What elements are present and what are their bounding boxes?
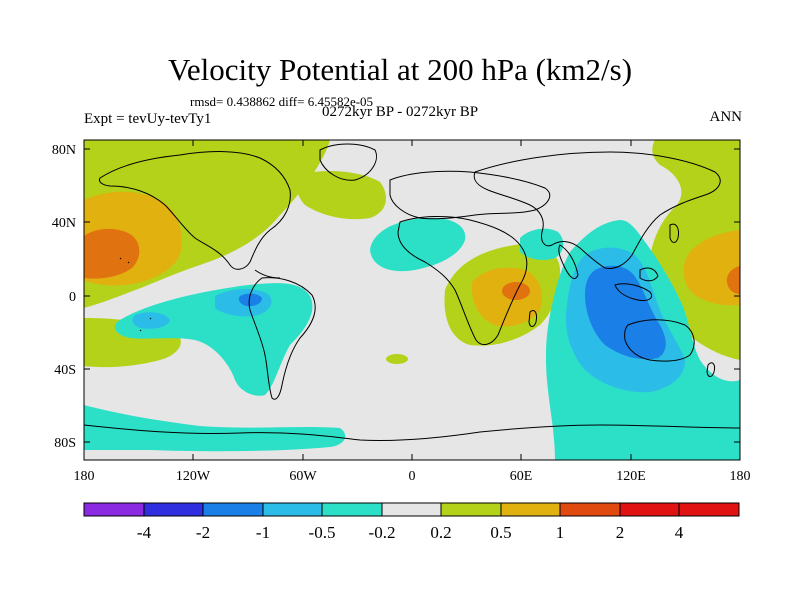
colorbar-box-4	[321, 502, 383, 517]
stats-text: rmsd= 0.438862 diff= 6.45582e-05	[190, 94, 374, 109]
colorbar-box-5	[381, 502, 442, 517]
y-tick-labels: 80N 40N 0 40S 80S	[52, 143, 76, 451]
x-tick-label: 60E	[510, 469, 533, 484]
y-tick-label: 40N	[52, 216, 76, 231]
colorbar-label: 2	[616, 523, 625, 542]
colorbar-label: -0.2	[369, 523, 396, 542]
experiment-label: Expt = tevUy-tevTy1	[84, 111, 212, 127]
x-tick-label: 120E	[616, 469, 646, 484]
strong-positive-regions	[84, 228, 740, 300]
colorbar-box-3	[262, 502, 323, 517]
colorbar-label: -4	[137, 523, 152, 542]
x-tick-label: 180	[730, 469, 751, 484]
x-tick-label: 180	[74, 469, 95, 484]
x-tick-labels: 180 120W 60W 0 60E 120E 180	[74, 469, 751, 484]
colorbar-box-9	[619, 502, 680, 517]
season-label: ANN	[709, 109, 743, 125]
x-tick-marks	[83, 140, 741, 460]
coastlines	[84, 143, 740, 442]
colorbar-box-0	[83, 502, 145, 517]
strong-negative-regions	[238, 265, 666, 360]
x-tick-label: 60W	[289, 469, 317, 484]
colorbar-box-1	[143, 502, 204, 517]
colorbar-labels: -4 -2 -1 -0.5 -0.2 0.2 0.5 1 2 4	[137, 523, 684, 542]
y-tick-label: 80S	[54, 436, 76, 451]
colorbar-label: -2	[196, 523, 210, 542]
colorbar-box-8	[559, 502, 621, 517]
x-tick-label: 120W	[176, 469, 211, 484]
colorbar-label: 1	[556, 523, 565, 542]
figure-title: Velocity Potential at 200 hPa (km2/s)	[167, 52, 633, 87]
colorbar	[83, 502, 740, 517]
y-tick-label: 0	[69, 290, 76, 305]
contour-field	[84, 140, 740, 460]
colorbar-box-2	[202, 502, 264, 517]
colorbar-label: 0.5	[490, 523, 511, 542]
colorbar-label: 4	[675, 523, 684, 542]
y-tick-label: 80N	[52, 143, 76, 158]
colorbar-box-10	[678, 502, 740, 517]
colorbar-label: -1	[256, 523, 270, 542]
colorbar-box-7	[500, 502, 561, 517]
y-tick-marks	[84, 148, 740, 443]
colorbar-label: -0.5	[309, 523, 336, 542]
period-label: 0272kyr BP - 0272kyr BP	[322, 104, 479, 120]
y-tick-label: 40S	[54, 363, 76, 378]
colorbar-label: 0.2	[430, 523, 451, 542]
x-tick-label: 0	[409, 469, 416, 484]
colorbar-box-6	[440, 502, 502, 517]
